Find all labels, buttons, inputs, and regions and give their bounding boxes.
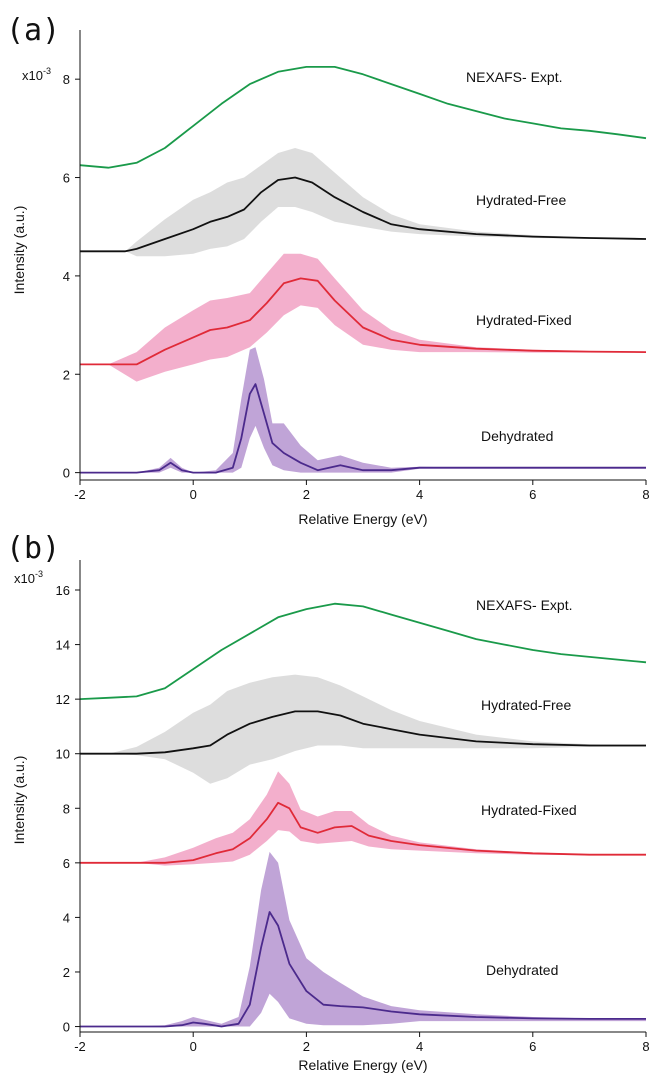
panel-b-scale-base: x10 [14, 571, 35, 586]
panel-b-y-tick-label: 6 [63, 856, 70, 871]
panel-b-label-hydrated-free: Hydrated-Free [481, 697, 571, 713]
panel-b-hydrated-fixed-band [80, 771, 646, 866]
panel-b-y-ticks: 0 2 4 6 8 10 12 14 16 [56, 583, 80, 1035]
panel-b-x-tick-label: 4 [416, 1039, 423, 1054]
panel-label-b: (b) [6, 531, 60, 566]
panel-a-label-hydrated-free: Hydrated-Free [476, 192, 566, 208]
panel-a-label-dehydrated: Dehydrated [481, 428, 553, 444]
panel-a-y-tick-label: 0 [63, 466, 70, 481]
panel-b-x-tick-label: 0 [190, 1039, 197, 1054]
panel-a-scale-exponent: -3 [43, 66, 51, 76]
panel-a-x-tick-label: -2 [74, 487, 86, 502]
panel-a-label-hydrated-fixed: Hydrated-Fixed [476, 312, 572, 328]
panel-a-x-tick-label: 6 [529, 487, 536, 502]
panel-b-hydrated-free-line [80, 710, 646, 755]
panel-b-y-tick-label: 0 [63, 1020, 70, 1035]
panel-b-label-hydrated-fixed: Hydrated-Fixed [481, 802, 577, 818]
panel-a-hydrated-free-line [80, 176, 647, 253]
panel-b-hydrated-free-band [80, 674, 646, 784]
panel-b-y-tick-label: 2 [63, 965, 70, 980]
panel-b-dehydrated-line [80, 911, 646, 1028]
panel-b-y-tick-label: 10 [56, 747, 70, 762]
panel-a-x-tick-label: 8 [642, 487, 649, 502]
panel-a-y-axis-title: Intensity (a.u.) [11, 206, 27, 295]
panel-a: (a) -2 0 2 4 6 8 0 2 4 6 8 x10-3 Intensity (a.u.)… [6, 13, 650, 527]
panel-a-y-ticks: 0 2 4 6 8 [63, 72, 80, 481]
panel-a-y-tick-label: 2 [63, 367, 70, 382]
panel-a-series-labels: NEXAFS- Expt. Hydrated-Free Hydrated-Fix… [466, 69, 572, 444]
panel-b-series-labels: NEXAFS- Expt. Hydrated-Free Hydrated-Fix… [476, 597, 577, 978]
panel-b-x-tick-label: -2 [74, 1039, 86, 1054]
panel-a-label-nexafs-expt: NEXAFS- Expt. [466, 69, 562, 85]
panel-a-hydrated-free-band [80, 148, 646, 257]
panel-b-nexafs-expt-line [79, 602, 647, 700]
panel-a-dehydrated-line [80, 383, 646, 474]
panel-b-axes [79, 560, 646, 1033]
panel-b-x-ticks: -2 0 2 4 6 8 [74, 1032, 650, 1054]
panel-b-x-tick-label: 6 [529, 1039, 536, 1054]
panel-b-hydrated-fixed-line [80, 801, 646, 864]
panel-a-x-axis-title: Relative Energy (eV) [298, 511, 427, 527]
panel-a-lines [79, 66, 647, 474]
panel-b-y-axis-title: Intensity (a.u.) [11, 756, 27, 845]
panel-a-y-tick-label: 8 [63, 72, 70, 87]
panel-a-x-tick-label: 0 [190, 487, 197, 502]
panel-b-x-axis-title: Relative Energy (eV) [298, 1057, 427, 1073]
panel-b-scale-exponent: -3 [35, 569, 43, 579]
panel-b: (b) -2 0 2 4 6 8 0 2 4 6 8 10 12 14 16 x10-3 Intensit… [6, 531, 650, 1073]
panel-a-y-tick-label: 4 [63, 269, 70, 284]
panel-a-x-ticks: -2 0 2 4 6 8 [74, 480, 650, 502]
panel-b-y-tick-label: 8 [63, 801, 70, 816]
panel-a-scale-base: x10 [22, 68, 43, 83]
panel-a-axes [79, 30, 646, 481]
panel-b-x-tick-label: 2 [303, 1039, 310, 1054]
panel-a-hydrated-fixed-line [80, 277, 647, 366]
panel-label-a: (a) [6, 13, 60, 48]
panel-b-y-tick-label: 16 [56, 583, 70, 598]
panel-b-x-tick-label: 8 [642, 1039, 649, 1054]
panel-a-y-tick-label: 6 [63, 171, 70, 186]
panel-b-scale-label: x10-3 [14, 569, 43, 586]
panel-b-lines [79, 602, 647, 1028]
panel-b-label-dehydrated: Dehydrated [486, 962, 558, 978]
panel-b-y-tick-label: 4 [63, 910, 70, 925]
panel-a-x-tick-label: 4 [416, 487, 423, 502]
panel-b-label-nexafs-expt: NEXAFS- Expt. [476, 597, 572, 613]
panel-a-nexafs-expt-line [79, 66, 647, 169]
panel-a-x-tick-label: 2 [303, 487, 310, 502]
panel-b-y-tick-label: 14 [56, 638, 70, 653]
panel-a-scale-label: x10-3 [22, 66, 51, 83]
panel-b-y-tick-label: 12 [56, 692, 70, 707]
panel-b-bands [80, 674, 646, 1027]
